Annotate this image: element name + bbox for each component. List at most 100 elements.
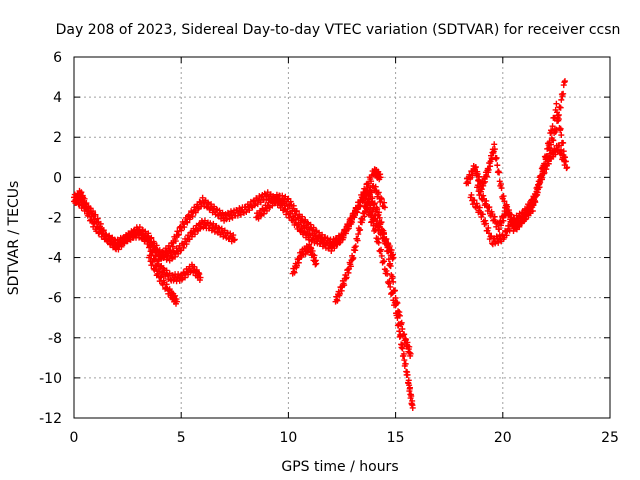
data-point-mark (313, 260, 320, 267)
data-points (71, 78, 571, 411)
data-point-mark (495, 239, 502, 246)
data-point-mark (496, 226, 503, 233)
data-point-mark (194, 226, 201, 233)
data-point-mark (472, 163, 479, 170)
data-point-mark (147, 235, 154, 242)
y-axis-label: SDTVAR / TECUs (6, 181, 22, 296)
data-point-mark (396, 328, 403, 335)
data-point-mark (100, 227, 107, 234)
data-point-mark (377, 174, 384, 181)
data-point-mark (166, 286, 173, 293)
data-point-mark (136, 224, 143, 231)
data-point-mark (90, 220, 97, 227)
data-point-mark (173, 298, 180, 305)
data-point-mark (105, 233, 112, 240)
series-arc-4 (146, 252, 180, 307)
data-point-mark (556, 142, 563, 149)
data-point-mark (355, 231, 362, 238)
data-point-mark (100, 228, 107, 235)
y-tick-label: -12 (39, 411, 62, 427)
data-point-mark (307, 221, 314, 228)
series-arc-5 (253, 182, 388, 250)
data-point-mark (485, 224, 492, 231)
data-point-mark (290, 202, 297, 209)
data-point-mark (477, 188, 484, 195)
data-point-mark (383, 235, 390, 242)
data-point-mark (389, 289, 396, 296)
data-point-mark (496, 169, 503, 176)
data-point-mark (279, 192, 286, 199)
data-point-mark (112, 245, 119, 252)
data-point-mark (406, 343, 413, 350)
series-arc-8 (360, 192, 416, 411)
data-point-mark (293, 207, 300, 214)
data-point-mark (157, 274, 164, 281)
data-point-mark (498, 185, 505, 192)
data-point-mark (148, 262, 155, 269)
y-tick-label: -6 (48, 291, 62, 307)
data-point-mark (558, 96, 565, 103)
data-point-mark (270, 193, 277, 200)
data-point-mark (215, 224, 222, 231)
data-point-mark (399, 345, 406, 352)
y-tick-label: 2 (53, 130, 62, 146)
data-point-mark (92, 211, 99, 218)
data-point-mark (350, 254, 357, 261)
data-point-mark (146, 242, 153, 249)
data-point-mark (334, 297, 341, 304)
data-point-mark (172, 253, 179, 260)
data-point-mark (343, 274, 350, 281)
data-point-mark (354, 209, 361, 216)
data-point-mark (348, 218, 355, 225)
data-point-mark (172, 292, 179, 299)
data-point-mark (530, 202, 537, 209)
data-point-mark (146, 252, 153, 259)
data-point-mark (500, 217, 507, 224)
data-point-mark (501, 198, 508, 205)
data-point-mark (118, 243, 125, 250)
data-point-mark (91, 219, 98, 226)
data-point-mark (560, 90, 567, 97)
data-point-mark (562, 158, 569, 165)
y-tick-label: 4 (53, 90, 62, 106)
data-point-mark (304, 219, 311, 226)
data-point-mark (152, 262, 159, 269)
data-point-mark (230, 232, 237, 239)
data-point-mark (153, 242, 160, 249)
data-point-mark (163, 267, 170, 274)
data-point-mark (126, 236, 133, 243)
data-point-mark (368, 178, 375, 185)
data-point-mark (546, 139, 553, 146)
data-point-mark (71, 191, 78, 198)
data-point-mark (152, 252, 159, 259)
data-point-mark (545, 160, 552, 167)
data-point-mark (108, 235, 115, 242)
data-point-mark (263, 207, 270, 214)
data-point-mark (392, 301, 399, 308)
data-point-mark (189, 213, 196, 220)
data-point-mark (221, 212, 228, 219)
data-point-mark (541, 169, 548, 176)
data-point-mark (536, 184, 543, 191)
data-point-mark (184, 219, 191, 226)
data-point-mark (157, 264, 164, 271)
data-point-mark (348, 219, 355, 226)
data-point-mark (83, 204, 90, 211)
data-point-mark (231, 236, 238, 243)
data-point-mark (529, 207, 536, 214)
data-point-mark (544, 145, 551, 152)
series-arc-7 (332, 191, 414, 359)
data-point-mark (174, 228, 181, 235)
data-point-mark (196, 271, 203, 278)
data-point-mark (381, 199, 388, 206)
data-point-mark (491, 213, 498, 220)
y-tick-label: -4 (48, 251, 62, 267)
data-point-mark (145, 230, 152, 237)
data-point-mark (172, 238, 179, 245)
data-point-mark (406, 384, 413, 391)
x-tick-label: 25 (601, 430, 619, 446)
data-point-mark (257, 212, 264, 219)
data-point-mark (378, 196, 385, 203)
data-point-mark (539, 176, 546, 183)
data-point-mark (272, 200, 279, 207)
